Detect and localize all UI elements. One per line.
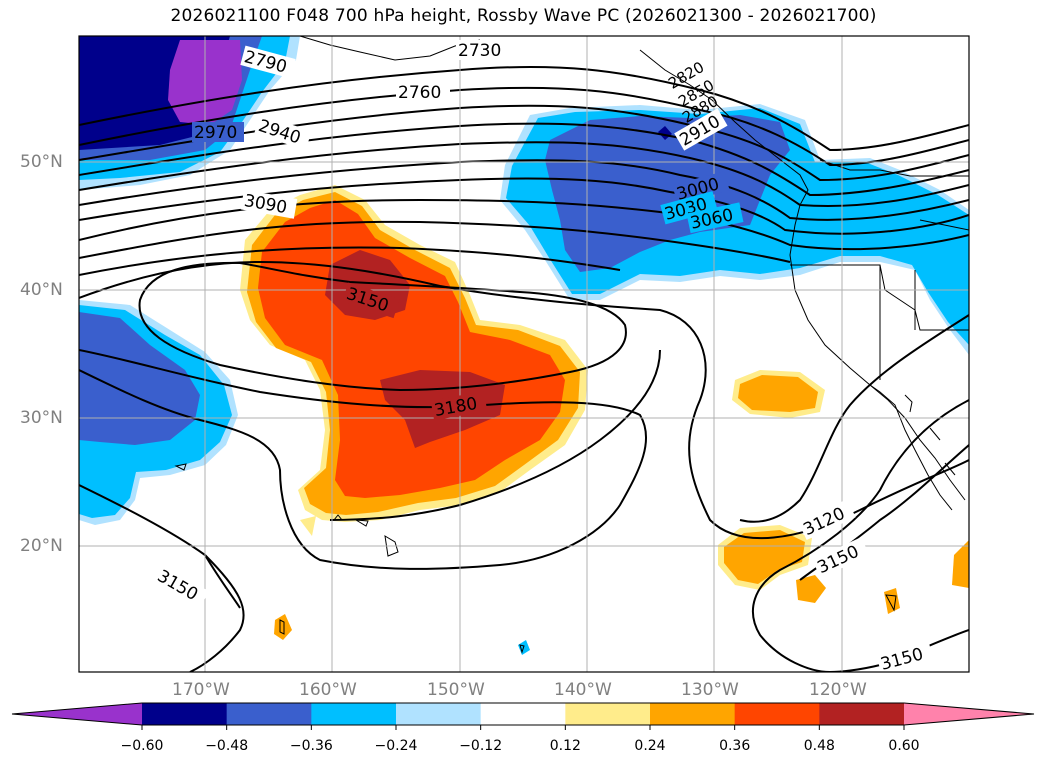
colorbar-cell bbox=[734, 703, 820, 725]
height-contours bbox=[79, 65, 969, 672]
lon-label: 140°W bbox=[554, 680, 612, 700]
colorbar-tick-label: 0.24 bbox=[634, 738, 666, 754]
colorbar-tick-label: −0.36 bbox=[289, 738, 333, 754]
contour-label: 2730 bbox=[458, 41, 501, 61]
colorbar-cell bbox=[396, 703, 482, 725]
colorbar-cell bbox=[480, 703, 566, 725]
colorbar-tick-label: 0.60 bbox=[888, 738, 920, 754]
colorbar bbox=[11, 702, 1035, 730]
grid-lines bbox=[79, 36, 969, 672]
colorbar-tick-label: 0.36 bbox=[719, 738, 751, 754]
pos-anomaly-small bbox=[274, 370, 969, 655]
contour-label: 2970 bbox=[194, 123, 237, 143]
colorbar-tick-label: 0.12 bbox=[549, 738, 581, 754]
lon-label: 130°W bbox=[681, 680, 739, 700]
lon-label: 170°W bbox=[172, 680, 230, 700]
colorbar-tick-label: −0.12 bbox=[459, 738, 503, 754]
lat-label: 30°N bbox=[20, 408, 63, 428]
colorbar-cell bbox=[226, 703, 312, 725]
map-area: 2730 2760 2790 2820 2850 2880 2910 2940 … bbox=[79, 36, 969, 672]
map-frame bbox=[78, 35, 970, 673]
colorbar-tick-label: −0.48 bbox=[205, 738, 249, 754]
colorbar-tick-label: −0.24 bbox=[374, 738, 418, 754]
colorbar-extend-max bbox=[904, 703, 1034, 725]
lat-label: 50°N bbox=[20, 152, 63, 172]
colorbar-cell bbox=[142, 703, 228, 725]
lon-label: 120°W bbox=[809, 680, 867, 700]
neg-anomaly-west bbox=[79, 300, 238, 525]
colorbar-cell bbox=[650, 703, 736, 725]
pos-anomaly-central bbox=[240, 185, 588, 522]
colorbar-tick-label: −0.60 bbox=[120, 738, 164, 754]
colorbar-tick-label: 0.48 bbox=[803, 738, 835, 754]
lon-label: 150°W bbox=[427, 680, 485, 700]
lat-label: 40°N bbox=[20, 280, 63, 300]
colorbar-cell bbox=[311, 703, 397, 725]
colorbar-cell bbox=[819, 703, 905, 725]
map-title: 2026021100 F048 700 hPa height, Rossby W… bbox=[170, 6, 877, 26]
lon-label: 160°W bbox=[299, 680, 357, 700]
lat-label: 20°N bbox=[20, 536, 63, 556]
colorbar-cell bbox=[565, 703, 651, 725]
colorbar-extend-min bbox=[12, 703, 142, 725]
contour-label: 2760 bbox=[398, 83, 441, 103]
